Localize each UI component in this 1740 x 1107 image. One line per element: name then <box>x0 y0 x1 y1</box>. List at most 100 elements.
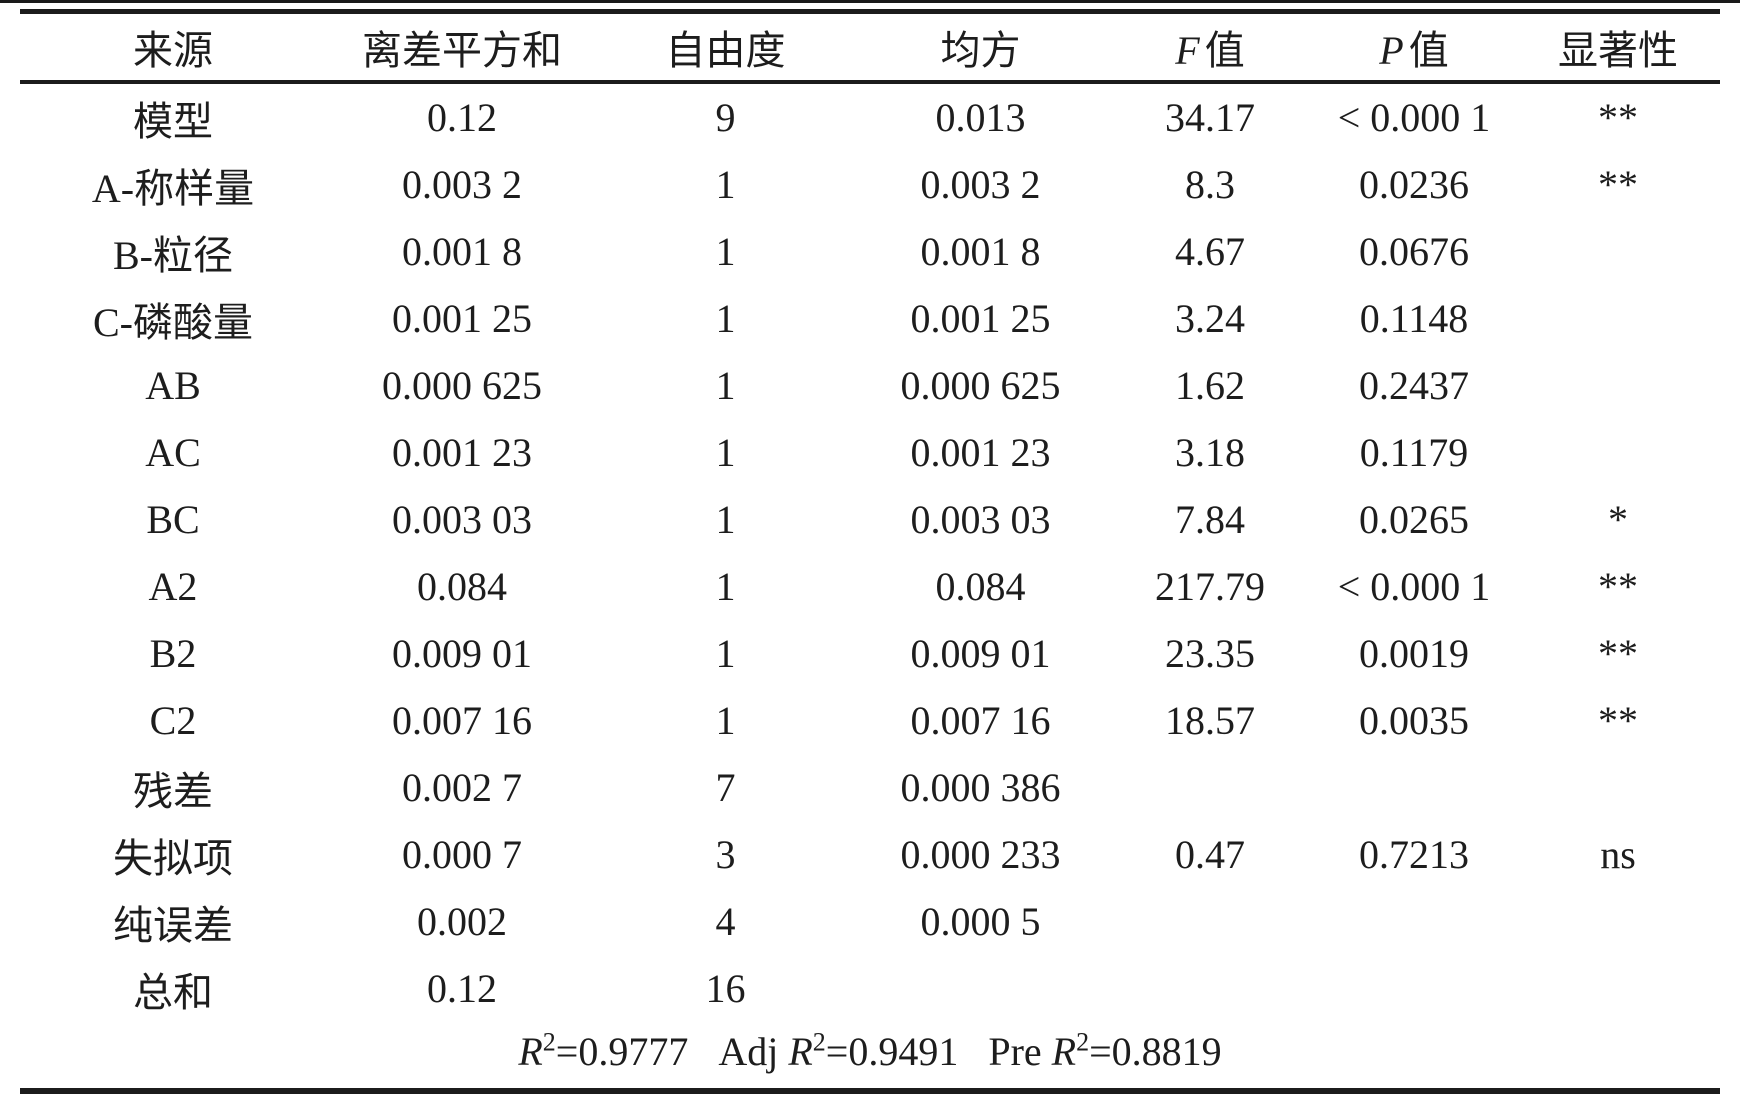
table-cell: 0.013 <box>935 95 1026 140</box>
table-cell: 纯误差 <box>113 902 233 948</box>
table-cell: 1 <box>715 564 736 609</box>
table-cell: 7.84 <box>1175 497 1245 542</box>
table-cell: 3 <box>715 832 736 877</box>
table-cell: 0.1148 <box>1359 296 1469 341</box>
anova-table-grid: 来源 离差平方和 自由度 均方 F 值 P 值显著性 模型 0.12 9 0.013 34.17 < 0… <box>20 14 1720 1022</box>
r2-stat: Adj R2=0.9491 <box>718 1027 959 1074</box>
table-cell: 模型 <box>133 98 213 144</box>
table-cell: 0.000 625 <box>900 363 1061 408</box>
table-cell: 1 <box>715 631 736 676</box>
table-row: C2 0.007 16 1 0.007 16 18.57 0.0035 ** <box>20 687 1720 754</box>
table-cell: 0.47 <box>1175 832 1245 877</box>
table-cell: 0.000 233 <box>900 832 1061 877</box>
column-header: 显著性 <box>1516 14 1720 84</box>
table-cell <box>1516 419 1720 486</box>
table-cell: 9 <box>715 95 736 140</box>
table-cell: 0.003 03 <box>910 497 1051 542</box>
r-symbol: R <box>1051 1029 1077 1074</box>
table-cell: 0.084 <box>417 564 507 609</box>
table-row: 模型 0.12 9 0.013 34.17 < 0.000 1 ** <box>20 82 1720 151</box>
exponent: 2 <box>542 1027 556 1057</box>
table-cell: 217.79 <box>1155 564 1265 609</box>
table-cell: A-称样量 <box>91 165 255 211</box>
table-cell: 0.12 <box>427 966 497 1011</box>
table-cell <box>1516 754 1720 821</box>
table-row: 残差 0.002 7 7 0.000 386 <box>20 754 1720 821</box>
table-cell: 0.1179 <box>1359 430 1469 475</box>
table-cell: 0.001 25 <box>392 296 532 341</box>
variable-symbol: F <box>1175 28 1200 73</box>
table-row: A2 0.084 1 0.084 217.79 < 0.000 1 ** <box>20 553 1720 620</box>
table-cell: 0.0676 <box>1359 229 1469 274</box>
r-squared-summary: R2=0.9777 Adj R2=0.9491 Pre R2=0.8819 <box>20 1022 1720 1088</box>
table-row: B-粒径 0.001 8 1 0.001 8 4.67 0.0676 <box>20 218 1720 285</box>
column-header: 均方 <box>853 14 1108 84</box>
table-cell: A2 <box>148 564 198 609</box>
column-header: 离差平方和 <box>326 14 598 84</box>
table-cell <box>1312 754 1516 821</box>
column-header: 自由度 <box>598 14 853 84</box>
table-row: 总和 0.12 16 <box>20 955 1720 1022</box>
table-cell: 残差 <box>133 768 213 814</box>
table-cell <box>1516 285 1720 352</box>
table-cell: 0.001 23 <box>392 430 532 475</box>
header-row: 来源 离差平方和 自由度 均方 F 值 P 值显著性 <box>20 14 1720 84</box>
table-cell: ** <box>1598 95 1638 140</box>
table-row: C-磷酸量 0.001 25 1 0.001 25 3.24 0.1148 <box>20 285 1720 352</box>
table-cell: ** <box>1598 631 1638 676</box>
table-cell: 0.003 2 <box>402 162 522 207</box>
table-cell: 0.12 <box>427 95 497 140</box>
table-cell: 0.001 8 <box>920 229 1041 274</box>
table-cell: BC <box>146 497 200 542</box>
r-symbol: R <box>788 1029 813 1074</box>
table-cell: 0.7213 <box>1359 832 1469 877</box>
r2-stat: R2=0.9777 <box>518 1027 689 1074</box>
table-cell <box>1516 888 1720 955</box>
table-cell: 4 <box>715 899 736 944</box>
table-cell: 0.001 8 <box>402 229 522 274</box>
table-cell <box>1108 754 1312 821</box>
table-cell: 4.67 <box>1175 229 1245 274</box>
table-cell: 失拟项 <box>113 835 233 881</box>
r-symbol: R <box>518 1029 543 1074</box>
table-cell <box>1516 955 1720 1022</box>
table-cell: * <box>1608 497 1628 542</box>
table-cell <box>1516 218 1720 285</box>
table-cell: ns <box>1600 832 1636 877</box>
table-row: BC 0.003 03 1 0.003 03 7.84 0.0265 * <box>20 486 1720 553</box>
variable-symbol: P <box>1379 28 1404 73</box>
table-cell: 0.2437 <box>1359 363 1469 408</box>
table-row: AB 0.000 625 1 0.000 625 1.62 0.2437 <box>20 352 1720 419</box>
table-cell: 0.009 01 <box>392 631 532 676</box>
table-cell: 0.009 01 <box>910 631 1051 676</box>
table-cell: 0.003 03 <box>392 497 532 542</box>
table-cell: 总和 <box>133 969 213 1015</box>
table-cell: 0.0019 <box>1359 631 1469 676</box>
table-cell: 0.002 7 <box>402 765 522 810</box>
table-cell: 0.0265 <box>1359 497 1469 542</box>
table-row: 失拟项 0.000 7 3 0.000 233 0.47 0.7213 ns <box>20 821 1720 888</box>
table-cell <box>1312 888 1516 955</box>
table-cell: 0.0035 <box>1359 698 1469 743</box>
exponent: 2 <box>1076 1027 1090 1057</box>
table-cell: 23.35 <box>1165 631 1255 676</box>
table-cell: 1 <box>715 497 736 542</box>
table-cell: 3.18 <box>1175 430 1245 475</box>
table-cell: 1 <box>715 296 736 341</box>
anova-table: 来源 离差平方和 自由度 均方 F 值 P 值显著性 模型 0.12 9 0.013 34.17 < 0… <box>20 9 1720 1094</box>
table-cell: 0.000 625 <box>382 363 542 408</box>
top-edge-rule <box>0 0 1740 3</box>
table-cell <box>1312 955 1516 1022</box>
table-cell <box>1108 888 1312 955</box>
table-cell: AB <box>145 363 201 408</box>
table-cell: 0.000 5 <box>920 899 1041 944</box>
table-cell: 0.001 23 <box>910 430 1051 475</box>
table-cell: B2 <box>149 631 197 676</box>
table-cell: 1 <box>715 162 736 207</box>
table-cell: 18.57 <box>1165 698 1255 743</box>
table-row: AC 0.001 23 1 0.001 23 3.18 0.1179 <box>20 419 1720 486</box>
table-cell: 16 <box>705 966 746 1011</box>
table-cell: 1 <box>715 698 736 743</box>
